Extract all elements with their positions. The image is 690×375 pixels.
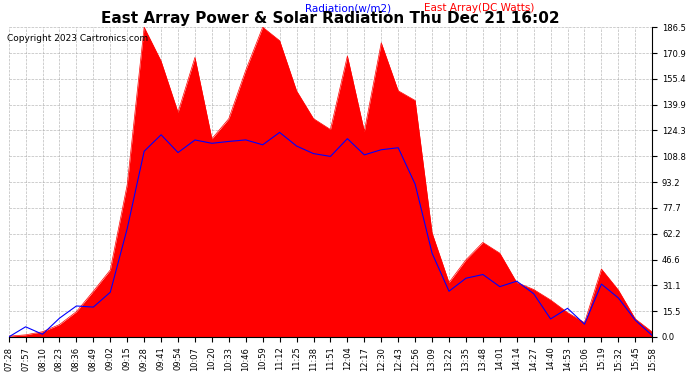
Text: Radiation(w/m2): Radiation(w/m2) — [305, 3, 391, 13]
Text: East Array(DC Watts): East Array(DC Watts) — [424, 3, 534, 13]
Text: Copyright 2023 Cartronics.com: Copyright 2023 Cartronics.com — [7, 34, 148, 43]
Title: East Array Power & Solar Radiation Thu Dec 21 16:02: East Array Power & Solar Radiation Thu D… — [101, 11, 560, 26]
